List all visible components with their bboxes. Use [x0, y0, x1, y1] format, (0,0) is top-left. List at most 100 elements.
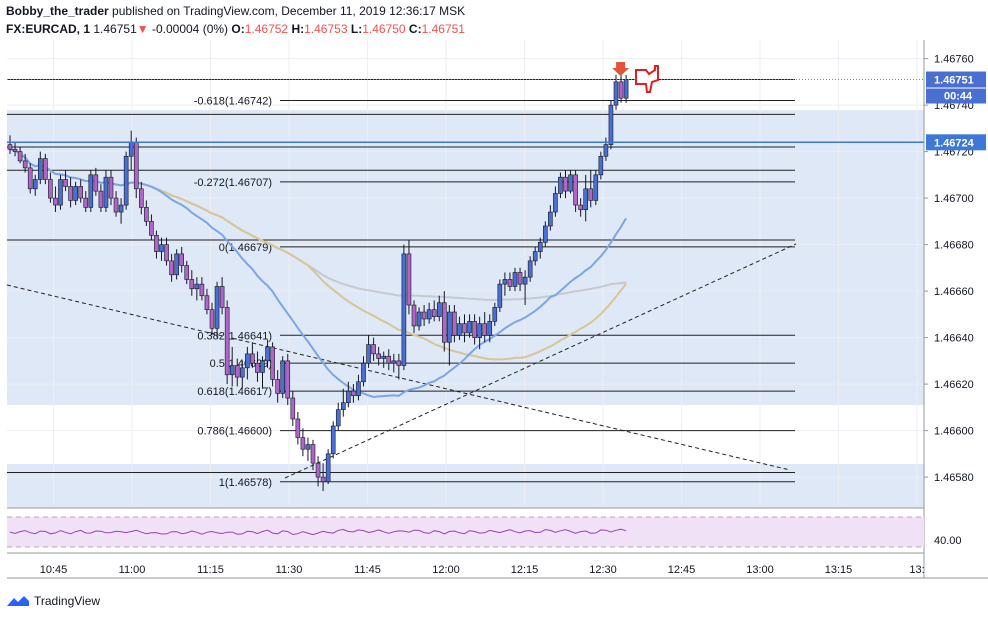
candle-body	[240, 367, 245, 378]
candle-body	[497, 283, 503, 308]
candle-body	[452, 311, 457, 336]
candle-body	[623, 79, 629, 99]
candle-body	[214, 286, 220, 329]
candle-body	[441, 302, 447, 343]
candle-body	[381, 355, 387, 359]
candle-body	[37, 158, 43, 180]
author-name[interactable]: Bobby_the_trader	[6, 4, 109, 18]
time-axis-label: 12:30	[589, 564, 617, 576]
candle-body	[224, 307, 230, 376]
candle-body	[98, 190, 104, 208]
level-price-tag-text: 1.46724	[934, 137, 975, 149]
level-price-tag	[926, 134, 986, 151]
rsi-axis-label: 40.00	[934, 535, 962, 547]
candle-body	[447, 311, 452, 343]
candle-body	[588, 188, 594, 201]
candle-body	[537, 241, 543, 252]
candle-body	[83, 197, 89, 208]
candle-body	[502, 279, 508, 285]
candle-body	[280, 360, 286, 394]
candle-body	[507, 279, 513, 287]
high-value: 1.46753	[304, 22, 348, 36]
candle-body	[300, 437, 306, 450]
candle-body	[431, 309, 437, 317]
candle-body	[482, 323, 488, 336]
candle-body	[467, 321, 472, 334]
tradingview-logo-icon[interactable]	[6, 594, 30, 608]
candle-body	[305, 444, 311, 450]
candle-body	[356, 381, 361, 397]
footer-brand[interactable]: TradingView	[34, 594, 101, 608]
price-axis-label: 1.46760	[934, 54, 974, 66]
candle-body	[43, 158, 48, 180]
candle-body	[255, 362, 260, 373]
candle-body	[593, 174, 599, 201]
published-text: published on TradingView.com, December 1…	[112, 4, 466, 18]
candle-body	[260, 360, 265, 373]
candle-body	[416, 311, 422, 327]
candle-body	[512, 272, 518, 287]
fib-level-label: 0.382(1.46641)	[197, 330, 272, 342]
thumbs-down-icon	[635, 65, 659, 93]
fib-level-label: 1(1.46578)	[219, 477, 272, 489]
candle-body	[542, 225, 548, 243]
candle-body	[7, 144, 13, 150]
candle-body	[17, 151, 23, 162]
candle-body	[234, 365, 240, 378]
countdown-tag-text: 00:44	[944, 91, 973, 103]
down-arrow-icon: ▼	[136, 22, 149, 36]
time-axis-label: 13:15	[825, 564, 853, 576]
candle-body	[558, 176, 563, 194]
candle-body	[366, 344, 371, 364]
candle-body	[386, 355, 392, 364]
price-axis-label: 1.46680	[934, 240, 974, 252]
candle-body	[527, 260, 533, 278]
candle-body	[118, 204, 124, 213]
candle-body	[462, 323, 467, 334]
candle-body	[578, 204, 583, 211]
candle-body	[58, 179, 63, 206]
candle-body	[169, 260, 174, 276]
candle-body	[199, 283, 205, 297]
candle-body	[103, 176, 109, 208]
candle-body	[123, 155, 129, 206]
candle-body	[426, 309, 432, 320]
candle-body	[32, 179, 38, 190]
last-price-tag-text: 1.46751	[934, 75, 974, 87]
candle-body	[325, 453, 331, 483]
candle-body	[330, 425, 336, 455]
candle-body	[346, 390, 351, 404]
ohlc-legend: FX:EURCAD, 1 1.46751▼ -0.00004 (0%) O:1.…	[6, 22, 465, 36]
candle-body	[315, 462, 321, 478]
candle-body	[179, 253, 184, 266]
fib-level-label: 0(1.46679)	[219, 242, 272, 254]
candle-body	[340, 402, 346, 410]
candle-body	[189, 279, 195, 290]
fib-level-label: 0.618(1.46617)	[197, 386, 272, 398]
time-axis-label: 11:45	[354, 564, 381, 576]
candle-body	[128, 142, 134, 157]
candle-body	[174, 253, 179, 276]
candle-body	[603, 144, 609, 157]
candle-body	[108, 176, 114, 199]
candle-body	[209, 309, 215, 329]
candle-body	[290, 397, 296, 420]
candle-body	[613, 81, 619, 106]
zone-lower	[7, 464, 924, 508]
fib-level-label: -0.272(1.46707)	[194, 177, 272, 189]
symbol-label: FX:EURCAD, 1	[6, 22, 91, 36]
candle-body	[618, 81, 624, 99]
candle-body	[63, 179, 68, 187]
price-chart[interactable]: -0.618(1.46742) -0.272(1.46707) 0(1.46679)…	[0, 0, 988, 590]
candle-body	[285, 360, 291, 399]
price-axis-label: 1.46660	[934, 286, 974, 298]
candle-body	[583, 188, 589, 211]
candle-body	[22, 160, 28, 169]
candle-body	[204, 295, 210, 310]
fib-level-label: 0.786(1.46600)	[197, 426, 272, 438]
price-axis-label: 1.46620	[934, 379, 974, 391]
candle-body	[376, 353, 381, 359]
candle-body	[48, 179, 53, 199]
candle-body	[361, 362, 366, 383]
low-label: L:	[350, 22, 363, 36]
